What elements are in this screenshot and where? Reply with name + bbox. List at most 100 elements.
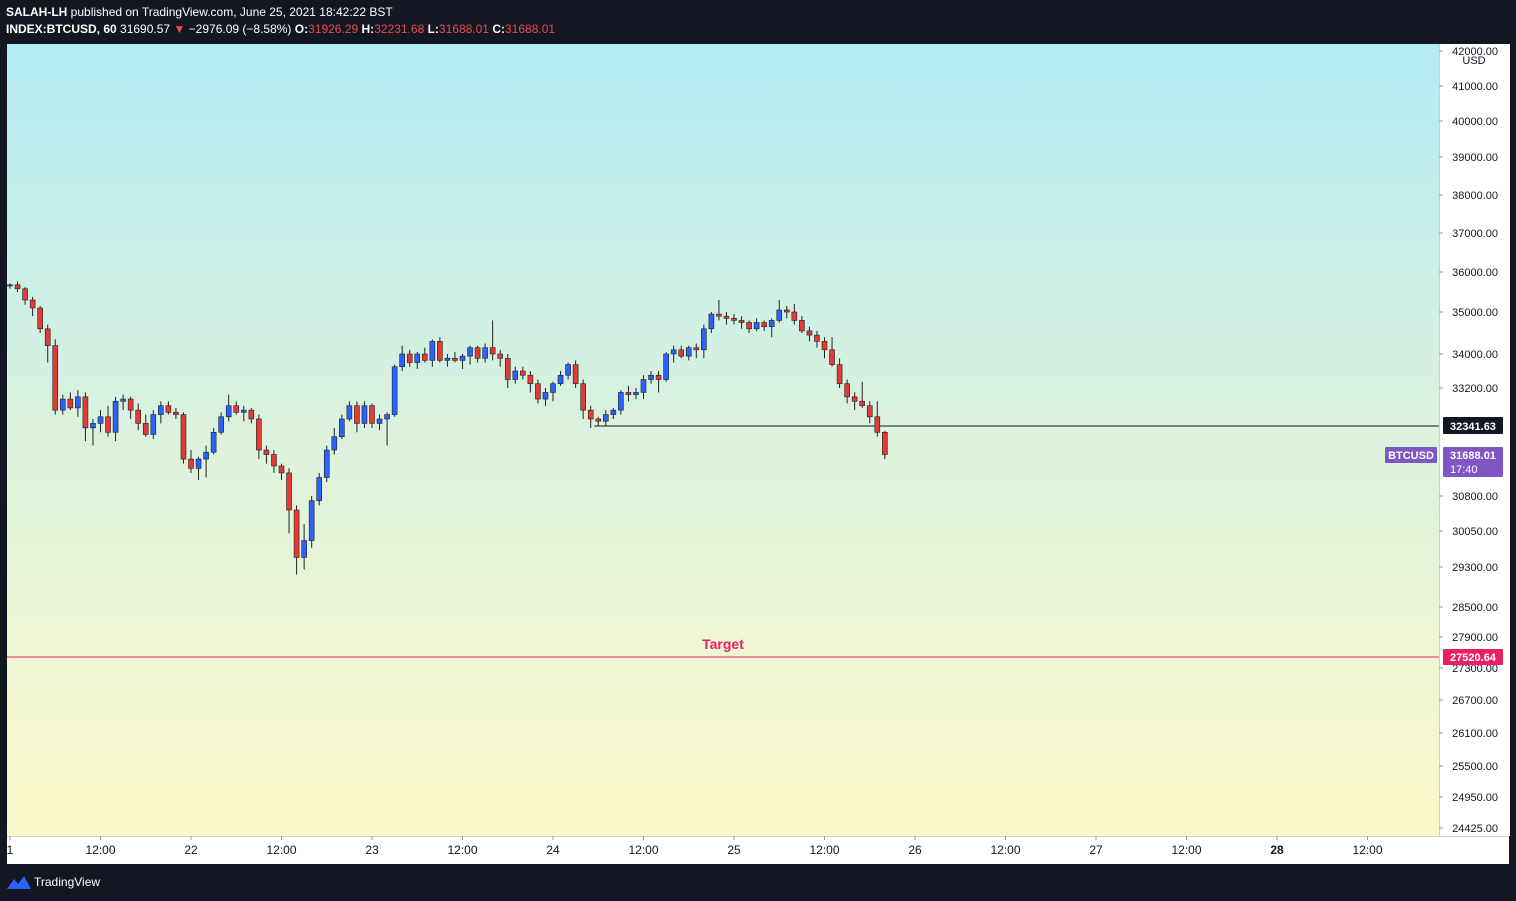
candle	[218, 412, 224, 435]
y-tick-label: 36000.00	[1452, 267, 1498, 279]
candle	[263, 445, 270, 464]
candle-body-down	[497, 353, 504, 359]
candle	[233, 401, 240, 415]
candle-body-up	[376, 418, 383, 424]
time-axis[interactable]	[7, 836, 1509, 865]
x-tick-label: 23	[365, 843, 379, 857]
candle	[369, 403, 375, 428]
price-axis[interactable]	[1439, 44, 1510, 836]
symbol-badge	[1385, 447, 1437, 463]
candle	[459, 354, 466, 369]
candle-body-down	[814, 334, 820, 342]
candle	[142, 414, 149, 437]
candle	[286, 468, 292, 534]
candle-body-down	[248, 409, 255, 420]
candle-body-up	[339, 418, 345, 438]
candle	[866, 401, 873, 424]
candle-body-up	[414, 353, 421, 363]
candle	[701, 324, 707, 359]
candle-body-down	[799, 320, 805, 332]
candle-body-down	[82, 396, 89, 429]
candle	[323, 445, 330, 483]
candle-body-up	[776, 309, 783, 321]
candle	[723, 312, 730, 325]
candle	[708, 312, 715, 333]
currency-label: USD	[1462, 55, 1485, 67]
candle-body-up	[331, 436, 338, 451]
target-price-badge	[1443, 649, 1503, 665]
candle	[29, 296, 36, 317]
candle-body-up	[59, 398, 66, 411]
candle-body-down	[135, 409, 142, 424]
candle	[399, 345, 405, 371]
y-tick-label: 30800.00	[1452, 491, 1498, 503]
candle	[437, 337, 443, 363]
x-tick-label: 12:00	[1352, 843, 1382, 857]
candle	[248, 407, 255, 424]
candle	[203, 445, 209, 478]
candle	[836, 358, 843, 388]
candle-body-up	[618, 392, 624, 411]
candle	[731, 314, 737, 325]
candle	[550, 381, 556, 402]
candle-body-up	[640, 379, 647, 393]
candle	[489, 320, 496, 361]
down-arrow-icon: ▼	[173, 22, 186, 36]
low-label: L:	[427, 22, 439, 36]
ohlc-legend: INDEX:BTCUSD, 60 31690.57 ▼ −2976.09 (−8…	[6, 22, 555, 36]
candle-body-down	[587, 409, 594, 420]
candle-body-down	[882, 431, 888, 455]
candle	[180, 412, 187, 464]
x-tick-label: 12:00	[1171, 843, 1201, 857]
candle-body-down	[851, 396, 858, 402]
candle-body-up	[225, 405, 232, 418]
candle	[580, 379, 586, 419]
candle-body-down	[655, 374, 662, 380]
tradingview-logo-icon[interactable]	[6, 874, 32, 890]
candle-body-down	[452, 357, 458, 361]
candle	[746, 320, 752, 333]
candle	[874, 401, 881, 437]
candle-body-up	[444, 357, 451, 361]
y-tick-label: 42000.00	[1452, 46, 1498, 58]
candle	[301, 524, 307, 570]
candle-body-up	[610, 409, 617, 415]
candle	[346, 401, 353, 422]
last-price: 31690.57	[120, 22, 171, 36]
candle-body-up	[308, 500, 315, 541]
chart-pane[interactable]	[7, 44, 1439, 836]
candle-body-down	[369, 405, 375, 424]
candle-body-down	[474, 347, 481, 359]
candle	[112, 396, 119, 442]
footer-bar	[0, 864, 1516, 901]
x-tick-label: 12:00	[266, 843, 296, 857]
y-tick-label: 40000.00	[1452, 116, 1498, 128]
y-tick-label: 34000.00	[1452, 349, 1498, 361]
candle-body-down	[723, 315, 730, 319]
close-value: 31688.01	[505, 22, 556, 36]
candle-body-up	[323, 449, 330, 478]
support-price-badge	[1443, 417, 1503, 434]
candle-body-up	[112, 400, 119, 433]
candle	[821, 337, 828, 359]
candle-body-up	[557, 374, 564, 385]
candle	[799, 316, 805, 333]
candle-body-down	[29, 299, 36, 309]
candle-body-down	[142, 423, 149, 435]
candle	[75, 390, 81, 417]
x-tick-label: 12:00	[628, 843, 658, 857]
candle-body-up	[670, 349, 677, 355]
candle	[158, 401, 164, 424]
candle	[67, 392, 74, 411]
candle-body-up	[391, 366, 398, 415]
y-tick-label: 33200.00	[1452, 383, 1498, 395]
high-value: 32231.68	[374, 22, 425, 36]
candle-body-up	[210, 431, 217, 453]
tradingview-brand[interactable]: TradingView	[34, 875, 101, 889]
candle	[512, 366, 519, 384]
candle	[625, 385, 632, 402]
candle	[105, 405, 111, 437]
candle	[331, 427, 338, 455]
candle-body-up	[701, 328, 707, 351]
